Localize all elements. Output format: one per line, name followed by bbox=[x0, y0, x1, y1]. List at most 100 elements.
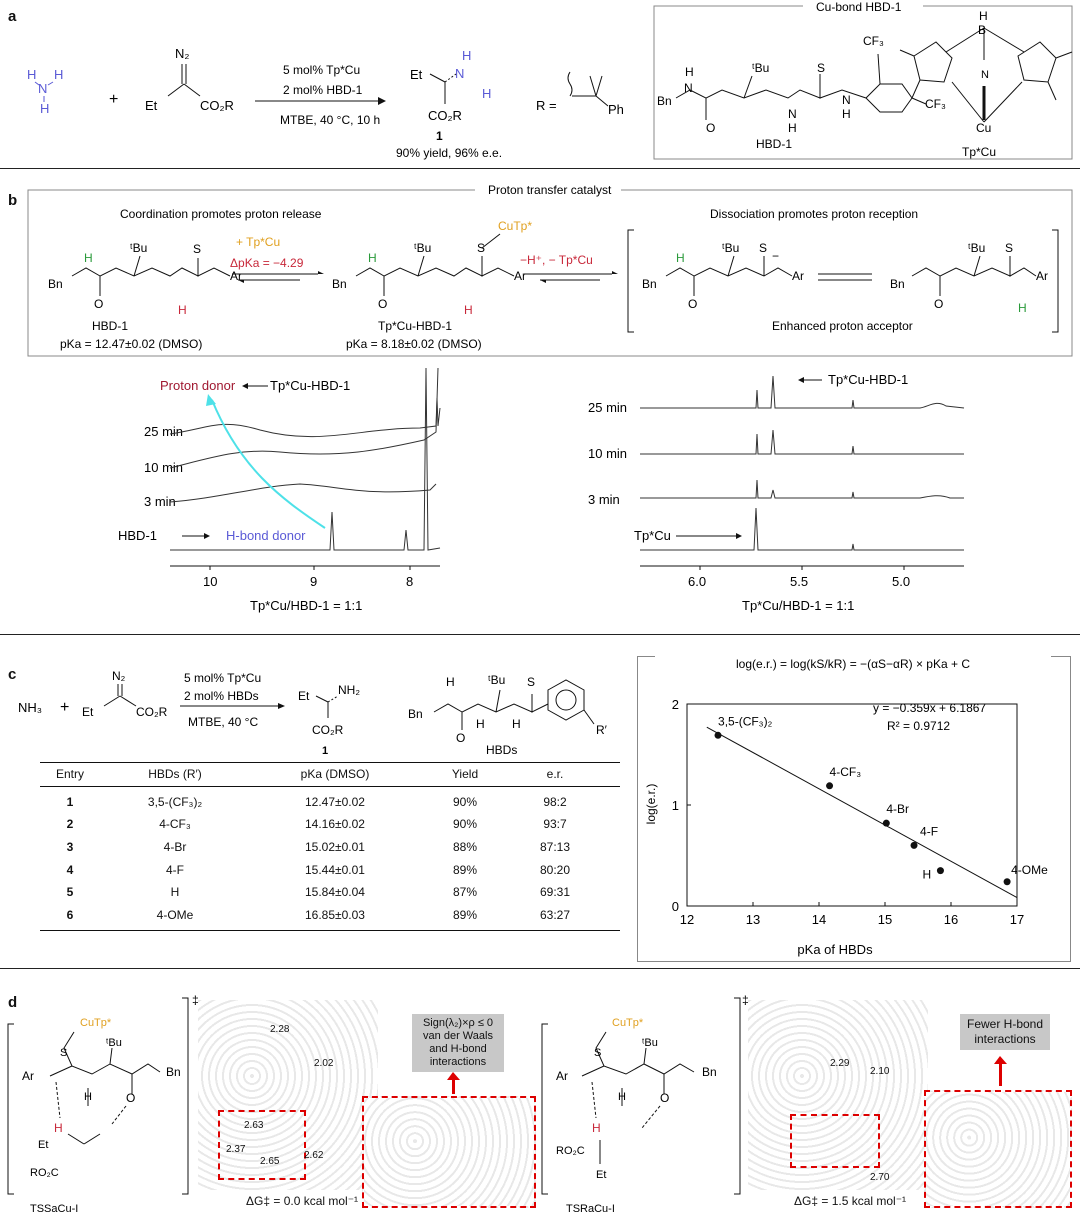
distance-label: 2.29 bbox=[830, 1058, 850, 1069]
plot-frame bbox=[686, 703, 1018, 907]
divider bbox=[0, 168, 1080, 169]
table-cell: 12.47±0.02 bbox=[305, 794, 365, 809]
dpka-value: ΔpKa = −4.29 bbox=[230, 256, 304, 270]
ts-name: TSRaCu-I bbox=[566, 1203, 615, 1215]
atom-label: Bn bbox=[332, 277, 347, 291]
table-row: 2 4-CF₃ 14.16±0.02 90% 93:7 bbox=[40, 813, 620, 836]
data-point bbox=[936, 867, 944, 875]
atom-label: Ar bbox=[792, 269, 804, 283]
distance-label: 2.63 bbox=[244, 1120, 264, 1131]
atom-label: H bbox=[84, 1091, 92, 1103]
atom-label: Ar bbox=[22, 1069, 34, 1083]
table-cell: 90% bbox=[452, 794, 478, 809]
atom-label: CuTp* bbox=[498, 219, 532, 233]
compound-name: HBD-1 bbox=[92, 319, 128, 333]
compound-name: HBD-1 bbox=[756, 137, 792, 151]
fit-equation: y = −0.359x + 6.1867 bbox=[873, 701, 986, 715]
table-cell: 4-CF₃ bbox=[159, 817, 191, 832]
atom-label: N bbox=[788, 107, 797, 121]
atom-label: N bbox=[981, 69, 989, 81]
table-row: 5 H 15.84±0.04 87% 69:31 bbox=[40, 881, 620, 904]
divider bbox=[0, 634, 1080, 635]
table-cell: 14.16±0.02 bbox=[305, 817, 365, 832]
nci-zoom-box bbox=[362, 1096, 536, 1208]
atom-label: RO₂C bbox=[556, 1145, 585, 1157]
data-point bbox=[910, 841, 918, 849]
atom-label: S bbox=[193, 242, 201, 256]
nmr-label: H-bond donor bbox=[226, 528, 306, 543]
r-group-ph: Ph bbox=[608, 102, 624, 117]
reagent: + Tp*Cu bbox=[236, 235, 280, 249]
nci-zoom-box bbox=[924, 1090, 1072, 1208]
product-nh2: NH₂ bbox=[338, 683, 360, 697]
atom-label: H bbox=[676, 251, 685, 265]
condition-line: 5 mol% Tp*Cu bbox=[283, 63, 360, 77]
table-cell: 98:2 bbox=[543, 794, 567, 809]
trace-label: 10 min bbox=[144, 460, 183, 475]
axis-label: Tp*Cu/HBD-1 = 1:1 bbox=[250, 598, 362, 613]
atom-label: Cu bbox=[976, 121, 991, 135]
distance-label: 2.28 bbox=[270, 1024, 290, 1035]
atom-label: H bbox=[368, 251, 377, 265]
diazo-n2: N₂ bbox=[112, 669, 126, 683]
atom-label: CuTp* bbox=[80, 1017, 112, 1029]
callout-box: Sign(λ₂)×ρ ≤ 0 van der Waals and H-bond … bbox=[412, 1014, 504, 1072]
atom-label: − bbox=[772, 249, 779, 263]
nmr-label: Tp*Cu-HBD-1 bbox=[828, 372, 908, 387]
table-row: 1 3,5-(CF₃)₂ 12.47±0.02 90% 98:2 bbox=[40, 791, 620, 814]
fit-r2: R² = 0.9712 bbox=[887, 719, 950, 733]
atom-label: O bbox=[378, 297, 387, 311]
data-point bbox=[1003, 878, 1011, 886]
arrow-head-icon bbox=[447, 1072, 460, 1080]
product-et: Et bbox=[298, 689, 310, 703]
atom-label: H bbox=[446, 675, 455, 689]
panel-b-scheme: Proton transfer catalyst Coordination pr… bbox=[27, 183, 1073, 613]
x-tick-label: 14 bbox=[812, 912, 826, 927]
atom-label: S bbox=[60, 1047, 67, 1059]
nmr-label: Tp*Cu bbox=[634, 528, 671, 543]
table-cell: 80:20 bbox=[539, 862, 571, 877]
trace-label: 10 min bbox=[588, 446, 627, 461]
atom-label: S bbox=[527, 675, 535, 689]
atom-label: S bbox=[477, 241, 485, 255]
atom-label: Bn bbox=[657, 94, 672, 108]
table-cell: 15.02±0.01 bbox=[305, 840, 365, 855]
distance-label: 2.02 bbox=[314, 1058, 334, 1069]
atom-label: S bbox=[594, 1047, 601, 1059]
energy-label: ΔG‡ = 1.5 kcal mol⁻¹ bbox=[794, 1194, 907, 1208]
atom-label: H bbox=[788, 121, 797, 135]
product-et: Et bbox=[410, 67, 423, 82]
divider bbox=[0, 968, 1080, 969]
atom-label: Ar bbox=[1036, 269, 1048, 283]
ammonia-h: H bbox=[27, 67, 36, 82]
atom-label: Bn bbox=[642, 277, 657, 291]
trace-label: 25 min bbox=[144, 424, 183, 439]
atom-label: S bbox=[1005, 241, 1013, 255]
callout-line: interactions bbox=[974, 1032, 1036, 1046]
atom-label: O bbox=[456, 731, 465, 745]
distance-label: 2.70 bbox=[870, 1172, 890, 1183]
column-header: Yield bbox=[451, 767, 479, 782]
reagent: −H⁺, − Tp*Cu bbox=[520, 253, 593, 267]
product-h: H bbox=[482, 86, 491, 101]
x-tick-label: 15 bbox=[878, 912, 892, 927]
table-cell: 69:31 bbox=[539, 885, 571, 900]
tick-label: 6.0 bbox=[688, 574, 706, 589]
x-tick-label: 12 bbox=[680, 912, 694, 927]
atom-label: Bn bbox=[890, 277, 905, 291]
y-tick-label: 2 bbox=[672, 697, 679, 712]
r-group-label: R = bbox=[536, 98, 557, 113]
panel-a-scheme: H N H H + N₂ Et CO₂R 5 mol% Tp*Cu 2 mol%… bbox=[27, 0, 1073, 160]
diazo-et: Et bbox=[145, 98, 158, 113]
callout-line: Sign(λ₂)×ρ ≤ 0 bbox=[422, 1017, 494, 1029]
ammonia-h: H bbox=[54, 67, 63, 82]
atom-label: CF₃ bbox=[863, 34, 884, 48]
trace-label: 25 min bbox=[588, 400, 627, 415]
highlight-box bbox=[218, 1110, 306, 1180]
nmr-label: Tp*Cu-HBD-1 bbox=[270, 378, 350, 393]
box-title: Cu-bond HBD-1 bbox=[816, 0, 902, 14]
box-title: Proton transfer catalyst bbox=[488, 183, 612, 197]
data-point bbox=[826, 782, 834, 790]
table-cell: 5 bbox=[66, 885, 74, 900]
condition-line: MTBE, 40 °C bbox=[188, 715, 258, 729]
